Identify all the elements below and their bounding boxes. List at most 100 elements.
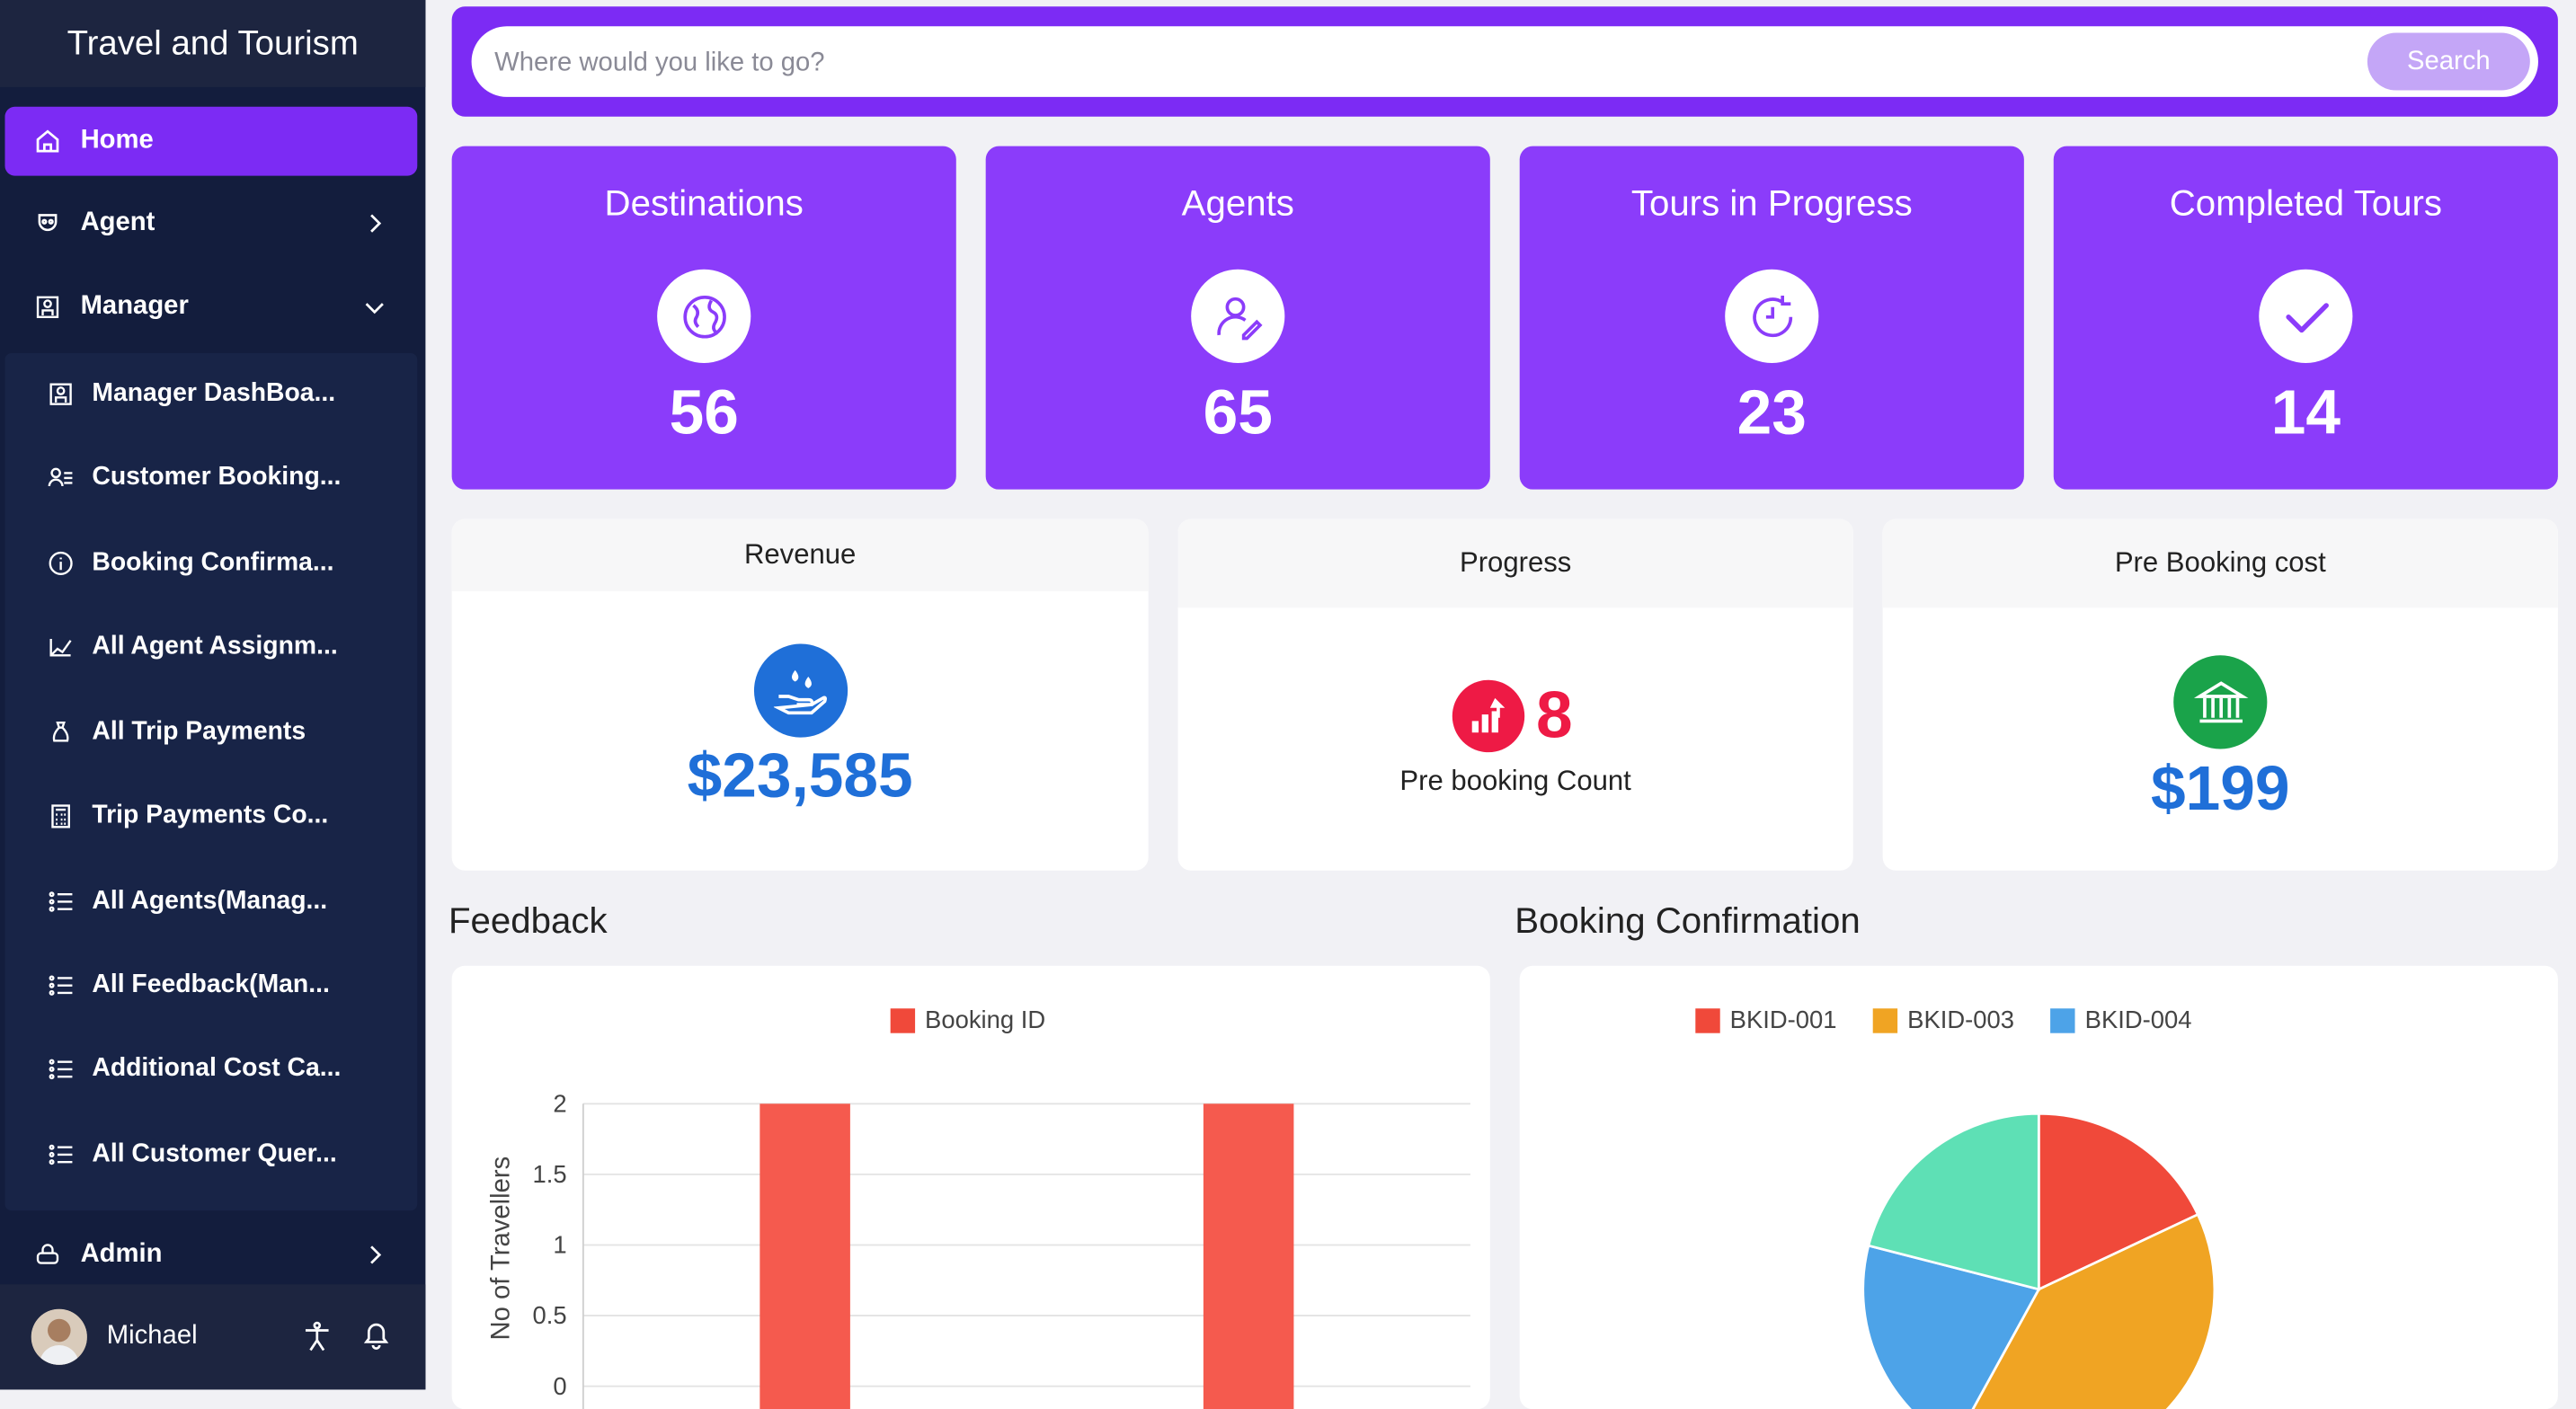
- search-button[interactable]: Search: [2367, 33, 2530, 91]
- sidebar-item-label: Agent: [81, 208, 155, 238]
- sidebar-item-customer-queries[interactable]: All Customer Quer...: [4, 1121, 417, 1187]
- sidebar-item-admin[interactable]: Admin: [4, 1220, 417, 1289]
- sidebar-item-all-feedback[interactable]: All Feedback(Man...: [4, 953, 417, 1018]
- progress-card: Progress 8 Pre booking Count: [1178, 519, 1853, 871]
- agent-icon: [33, 208, 63, 238]
- revenue-card: Revenue $23,585: [452, 519, 1149, 871]
- stat-value: 56: [452, 379, 956, 450]
- info-icon: [46, 548, 76, 578]
- chevron-right-icon: [361, 210, 387, 236]
- calculator-icon: [46, 802, 76, 831]
- sidebar-item-all-agents[interactable]: All Agents(Manag...: [4, 869, 417, 935]
- sidebar-item-additional-cost[interactable]: Additional Cost Ca...: [4, 1036, 417, 1102]
- dashboard-icon: [46, 379, 76, 409]
- search-input[interactable]: [492, 26, 2338, 100]
- sidebar-item-agent-assignments[interactable]: All Agent Assignm...: [4, 615, 417, 680]
- sidebar-item-label: Manager DashBoa...: [92, 379, 335, 409]
- y-tick-label: 2: [553, 1089, 566, 1117]
- bar-chart: No of Travellers 2 1.5 1 0.5 0: [452, 966, 1490, 1409]
- sidebar-item-label: All Agents(Manag...: [92, 887, 327, 917]
- sidebar-item-label: All Trip Payments: [92, 718, 306, 748]
- sidebar-item-manager[interactable]: Manager: [4, 272, 417, 341]
- list-icon: [46, 887, 76, 917]
- y-tick-label: 0.5: [532, 1301, 566, 1329]
- card-title: Pre Booking cost: [1883, 519, 2558, 608]
- bell-icon[interactable]: [361, 1319, 391, 1352]
- sidebar-item-label: Trip Payments Co...: [92, 802, 328, 831]
- sidebar-item-label: All Customer Quer...: [92, 1140, 336, 1170]
- sidebar-item-customer-booking[interactable]: Customer Booking...: [4, 445, 417, 510]
- list-icon: [46, 970, 76, 1000]
- bank-icon: [2173, 655, 2267, 749]
- prebooking-value: $199: [1883, 756, 2558, 827]
- sidebar-item-label: All Feedback(Man...: [92, 970, 329, 1000]
- user-bar: Michael: [0, 1284, 425, 1389]
- sidebar-item-agent[interactable]: Agent: [4, 189, 417, 258]
- sidebar-item-label: Customer Booking...: [92, 463, 341, 492]
- feedback-chart-panel: Booking ID No of Travellers 2 1.5 1 0.5 0: [452, 966, 1490, 1409]
- list-icon: [46, 1054, 76, 1084]
- globe-icon: [657, 270, 751, 363]
- admin-icon: [33, 1240, 63, 1270]
- sidebar-item-label: Booking Confirma...: [92, 548, 333, 578]
- sidebar-item-booking-confirmation[interactable]: Booking Confirma...: [4, 530, 417, 596]
- money-bag-icon: [46, 718, 76, 748]
- sidebar-item-label: Admin: [81, 1240, 163, 1270]
- manager-submenu: Manager DashBoa... Customer Booking... B…: [4, 353, 417, 1210]
- revenue-value: $23,585: [452, 742, 1149, 813]
- stat-value: 23: [1520, 379, 2024, 450]
- home-icon: [33, 127, 63, 156]
- sidebar-item-label: All Agent Assignm...: [92, 633, 337, 662]
- stat-card-completed-tours[interactable]: Completed Tours 14: [2054, 146, 2558, 490]
- assignment-icon: [46, 633, 76, 662]
- stat-card-destinations[interactable]: Destinations 56: [452, 146, 956, 490]
- progress-value: 8: [1536, 680, 1573, 752]
- bar[interactable]: [759, 1103, 850, 1409]
- y-tick-label: 1.5: [532, 1160, 566, 1188]
- avatar[interactable]: [31, 1309, 87, 1365]
- sidebar-item-trip-payments[interactable]: All Trip Payments: [4, 700, 417, 766]
- check-icon: [2259, 270, 2352, 363]
- bar[interactable]: [1204, 1103, 1294, 1409]
- sidebar-item-manager-dashboard[interactable]: Manager DashBoa...: [4, 361, 417, 427]
- sidebar-item-trip-payments-co[interactable]: Trip Payments Co...: [4, 784, 417, 849]
- search-bar: Search: [452, 6, 2558, 116]
- booking-confirmation-title: Booking Confirmation: [1515, 900, 1860, 944]
- booking-chart-panel: BKID-001 BKID-003 BKID-004: [1520, 966, 2558, 1409]
- app-title: Travel and Tourism: [0, 0, 425, 87]
- sidebar: Travel and Tourism Home Agent Manager: [0, 0, 425, 1389]
- feedback-title: Feedback: [449, 900, 608, 944]
- chevron-right-icon: [361, 1242, 387, 1268]
- y-tick-label: 1: [553, 1231, 566, 1259]
- card-title: Revenue: [452, 519, 1149, 591]
- sidebar-item-home[interactable]: Home: [4, 107, 417, 176]
- accessibility-icon[interactable]: [302, 1321, 332, 1354]
- list-icon: [46, 1140, 76, 1170]
- y-axis-label: No of Travellers: [487, 1156, 516, 1341]
- stat-card-tours-in-progress[interactable]: Tours in Progress 23: [1520, 146, 2024, 490]
- stat-value: 14: [2054, 379, 2558, 450]
- search-box: Search: [472, 26, 2538, 97]
- manager-icon: [33, 292, 63, 322]
- chart-up-icon: [1452, 680, 1524, 752]
- sidebar-item-label: Manager: [81, 292, 189, 322]
- sidebar-item-label: Home: [81, 127, 154, 156]
- stat-title: Completed Tours: [2054, 182, 2558, 226]
- stat-value: 65: [986, 379, 1490, 450]
- stat-title: Agents: [986, 182, 1490, 226]
- pie-chart: [1520, 966, 2558, 1409]
- y-tick-label: 0: [553, 1372, 566, 1400]
- user-edit-icon: [1191, 270, 1284, 363]
- stat-card-agents[interactable]: Agents 65: [986, 146, 1490, 490]
- user-name: Michael: [107, 1322, 198, 1351]
- user-list-icon: [46, 463, 76, 492]
- clock-refresh-icon: [1725, 270, 1818, 363]
- sidebar-item-label: Additional Cost Ca...: [92, 1054, 341, 1084]
- card-title: Progress: [1178, 519, 1853, 608]
- hand-drops-icon: [754, 644, 848, 738]
- stat-title: Destinations: [452, 182, 956, 226]
- progress-label: Pre booking Count: [1178, 766, 1853, 799]
- stat-title: Tours in Progress: [1520, 182, 2024, 226]
- prebooking-card: Pre Booking cost $199: [1883, 519, 2558, 871]
- chevron-down-icon: [361, 294, 387, 320]
